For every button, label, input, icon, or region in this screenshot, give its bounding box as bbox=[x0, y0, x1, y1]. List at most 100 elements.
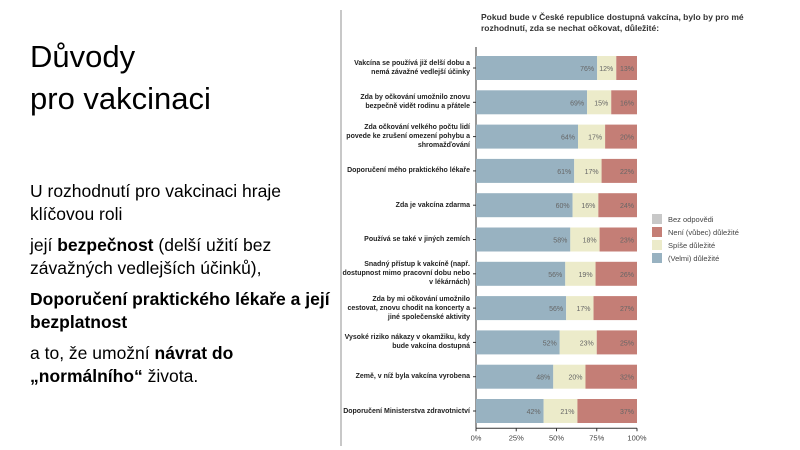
bold-text: návrat do bbox=[154, 343, 234, 363]
bold-text: bezpečnost bbox=[57, 235, 154, 255]
bar-segment bbox=[572, 193, 599, 218]
data-label: 26% bbox=[620, 272, 634, 279]
data-label: 52% bbox=[543, 340, 557, 347]
category-label: Doporučení Ministerstva zdravotnictví bbox=[343, 407, 470, 415]
data-label: 17% bbox=[588, 135, 602, 142]
data-label: 20% bbox=[568, 375, 582, 382]
slide-title-line1: Důvody bbox=[30, 39, 136, 74]
data-label: 64% bbox=[561, 135, 575, 142]
bar-segment bbox=[559, 330, 597, 355]
bar-segment bbox=[597, 56, 617, 80]
data-label: 23% bbox=[580, 340, 594, 347]
legend-swatch bbox=[652, 240, 662, 250]
data-label: 56% bbox=[548, 272, 562, 279]
data-label: 13% bbox=[620, 66, 634, 73]
data-label: 76% bbox=[580, 66, 594, 73]
bar-segment bbox=[476, 227, 571, 252]
bar-segment bbox=[476, 90, 588, 115]
divider bbox=[340, 10, 342, 446]
data-label: 19% bbox=[579, 272, 593, 279]
x-tick-label: 75% bbox=[589, 433, 604, 442]
data-label: 17% bbox=[577, 306, 591, 313]
data-label: 27% bbox=[620, 306, 634, 313]
data-label: 16% bbox=[620, 100, 634, 107]
legend-swatch bbox=[652, 227, 662, 237]
legend-swatch bbox=[652, 253, 662, 263]
data-label: 18% bbox=[583, 238, 597, 245]
data-label: 22% bbox=[620, 169, 634, 176]
data-label: 23% bbox=[620, 238, 634, 245]
bar-segment bbox=[553, 364, 586, 389]
bar-segment bbox=[476, 296, 567, 321]
category-label: Vakcína se používá již delší dobu a nemá… bbox=[354, 60, 470, 76]
text: života bbox=[142, 366, 194, 386]
x-tick-label: 0% bbox=[471, 433, 482, 442]
bold-text: Doporučení praktického lékaře a její bez… bbox=[30, 289, 330, 332]
body-paragraph-4: a to, že umožní návrat do „normálního“ ži… bbox=[30, 342, 330, 388]
data-label: 15% bbox=[594, 100, 608, 107]
category-label: Snadný přístup k vakcíně (např. dostupno… bbox=[342, 261, 470, 287]
bar-segment bbox=[595, 261, 637, 286]
bar-segment bbox=[585, 364, 637, 389]
data-label: 32% bbox=[620, 375, 634, 382]
x-tick-label: 50% bbox=[549, 433, 564, 442]
bar-segment bbox=[476, 261, 566, 286]
x-tick-label: 25% bbox=[509, 433, 524, 442]
bar-segment bbox=[601, 158, 637, 183]
data-label: 58% bbox=[553, 238, 567, 245]
data-label: 20% bbox=[620, 135, 634, 142]
bar-segment bbox=[476, 158, 575, 183]
legend-label: Není (vůbec) důležité bbox=[668, 228, 739, 237]
legend-label: (Velmi) důležité bbox=[668, 254, 719, 263]
bar-segment bbox=[574, 158, 602, 183]
category-label: Doporučení mého praktického lékaře bbox=[347, 167, 470, 175]
category-label: Zda by očkování umožnilo znovu bezpečně … bbox=[360, 94, 470, 111]
bar-segment bbox=[598, 193, 637, 218]
bar-segment bbox=[476, 56, 598, 80]
body-paragraph-1: U rozhodnutí pro vakcinaci hraje klíčovo… bbox=[30, 181, 281, 224]
data-label: 61% bbox=[557, 169, 571, 176]
data-label: 24% bbox=[620, 203, 634, 210]
text: (delší užití bez závažných vedlejších úč… bbox=[30, 235, 272, 278]
data-label: 60% bbox=[556, 203, 570, 210]
data-label: 12% bbox=[599, 66, 613, 73]
text: . bbox=[193, 366, 199, 386]
category-label: Zda by mi očkování umožnilo cestovat, zn… bbox=[347, 295, 470, 321]
data-label: 17% bbox=[585, 169, 599, 176]
category-label: Vysoké riziko nákazy v okamžiku, kdy bud… bbox=[344, 334, 470, 351]
slide-title: Důvody pro vakcinaci bbox=[30, 36, 320, 120]
bar-segment bbox=[476, 124, 579, 149]
bar-segment bbox=[616, 56, 637, 80]
data-label: 37% bbox=[620, 409, 634, 416]
bar-segment bbox=[599, 227, 637, 252]
bar-segment bbox=[596, 330, 637, 355]
x-tick-label: 100% bbox=[627, 433, 647, 442]
bar-segment bbox=[476, 364, 554, 389]
bar-segment bbox=[543, 399, 578, 423]
bar-segment bbox=[605, 124, 637, 149]
bold-text: „normálního“ bbox=[30, 366, 143, 386]
bar-segment bbox=[476, 193, 573, 218]
category-label: Zda očkování velkého počtu lidí povede k… bbox=[346, 124, 470, 150]
bar-segment bbox=[577, 399, 637, 423]
bar-segment bbox=[570, 227, 600, 252]
chart-svg: 76% 12% 13% 69% 15% 16% 64% 17% 20% 61% 17% 22% 60% 1… bbox=[471, 47, 739, 442]
data-label: 16% bbox=[581, 203, 595, 210]
body-paragraph-2: její bezpečnost (delší užití bez závažný… bbox=[30, 234, 330, 280]
bar-segment bbox=[587, 90, 612, 115]
bar-segment bbox=[566, 296, 594, 321]
chart-title: Pokud bude v České republice dostupná va… bbox=[481, 12, 744, 33]
bar-segment bbox=[476, 399, 544, 423]
text: a to, že umožní bbox=[30, 343, 155, 363]
data-label: 56% bbox=[549, 306, 563, 313]
body-paragraph-3: Doporučení praktického lékaře a její bez… bbox=[30, 288, 330, 334]
data-label: 21% bbox=[560, 409, 574, 416]
slide-title-line2: pro vakcinaci bbox=[30, 81, 211, 116]
bar-segment bbox=[593, 296, 637, 321]
legend-swatch bbox=[652, 214, 662, 224]
category-label: Zda je vakcína zdarma bbox=[395, 201, 470, 209]
bar-segment bbox=[476, 330, 560, 355]
bar-segment bbox=[565, 261, 596, 286]
legend-label: Spíše důležité bbox=[668, 241, 715, 250]
category-label: Používá se také v jiných zemích bbox=[364, 236, 470, 243]
